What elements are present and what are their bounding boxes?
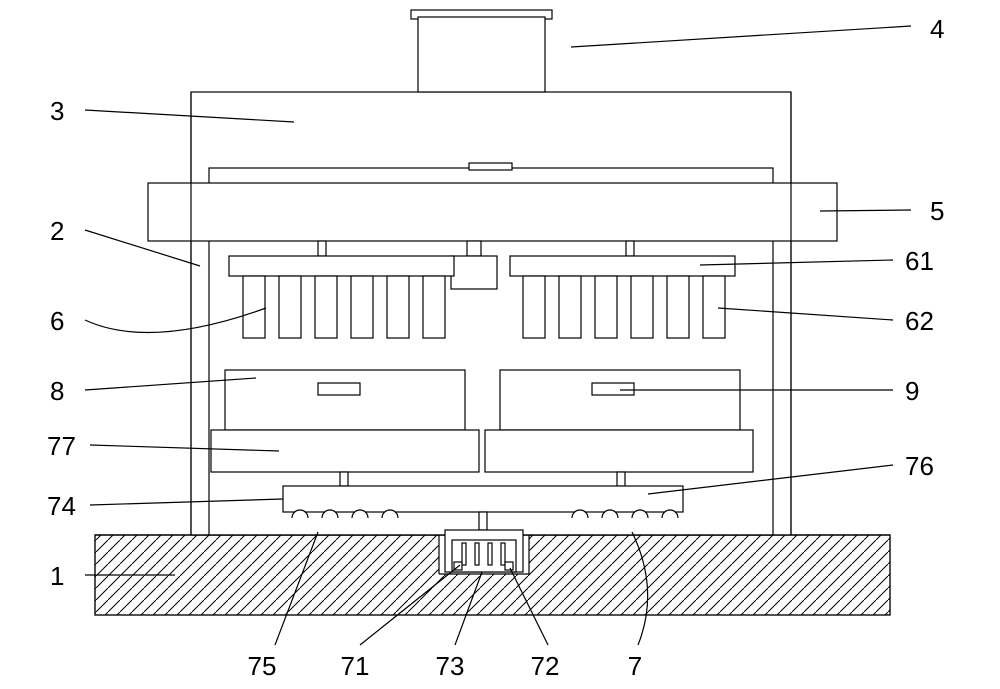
tooth-0-3 — [351, 276, 373, 338]
connector-1 — [626, 241, 634, 256]
label-8: 8 — [50, 376, 64, 406]
diagram-canvas: 4 3 5 2 61 6 62 8 9 77 76 74 1 75 71 73 72 7 — [0, 0, 1000, 689]
tooth-1-3 — [631, 276, 653, 338]
label-76: 76 — [905, 451, 934, 481]
label-74: 74 — [47, 491, 76, 521]
label-77: 77 — [47, 431, 76, 461]
top-port — [469, 163, 512, 170]
cap-plate-0 — [229, 256, 454, 276]
label-5: 5 — [930, 196, 944, 226]
center-notch — [451, 256, 497, 289]
tray-0 — [211, 430, 479, 472]
label-2: 2 — [50, 216, 64, 246]
tooth-1-1 — [559, 276, 581, 338]
leader-4 — [571, 26, 911, 47]
label-75: 75 — [248, 651, 277, 681]
label-9: 9 — [905, 376, 919, 406]
tooth-1-4 — [667, 276, 689, 338]
shaft-top-pin — [467, 241, 481, 256]
label-1: 1 — [50, 561, 64, 591]
label-3: 3 — [50, 96, 64, 126]
label-7: 7 — [628, 651, 642, 681]
cup-1 — [500, 370, 740, 430]
lower-foot-1 — [505, 562, 513, 570]
cup-0 — [225, 370, 465, 430]
label-4: 4 — [930, 14, 944, 44]
mid-peg-1 — [617, 472, 625, 486]
motor-body — [418, 17, 545, 92]
mid-peg-0 — [340, 472, 348, 486]
mid-bar — [283, 486, 683, 512]
label-61: 61 — [905, 246, 934, 276]
label-73: 73 — [436, 651, 465, 681]
tray-1 — [485, 430, 753, 472]
label-62: 62 — [905, 306, 934, 336]
label-6: 6 — [50, 306, 64, 336]
tooth-1-2 — [595, 276, 617, 338]
tooth-0-4 — [387, 276, 409, 338]
tooth-0-5 — [423, 276, 445, 338]
tooth-0-0 — [243, 276, 265, 338]
cup-slot-1 — [592, 383, 634, 395]
cup-slot-0 — [318, 383, 360, 395]
connector-0 — [318, 241, 326, 256]
lower-shaft — [479, 512, 487, 530]
label-72: 72 — [531, 651, 560, 681]
cap-plate-1 — [510, 256, 735, 276]
label-71: 71 — [341, 651, 370, 681]
tooth-1-0 — [523, 276, 545, 338]
tooth-0-2 — [315, 276, 337, 338]
top-bar — [148, 183, 837, 241]
tooth-1-5 — [703, 276, 725, 338]
tooth-0-1 — [279, 276, 301, 338]
